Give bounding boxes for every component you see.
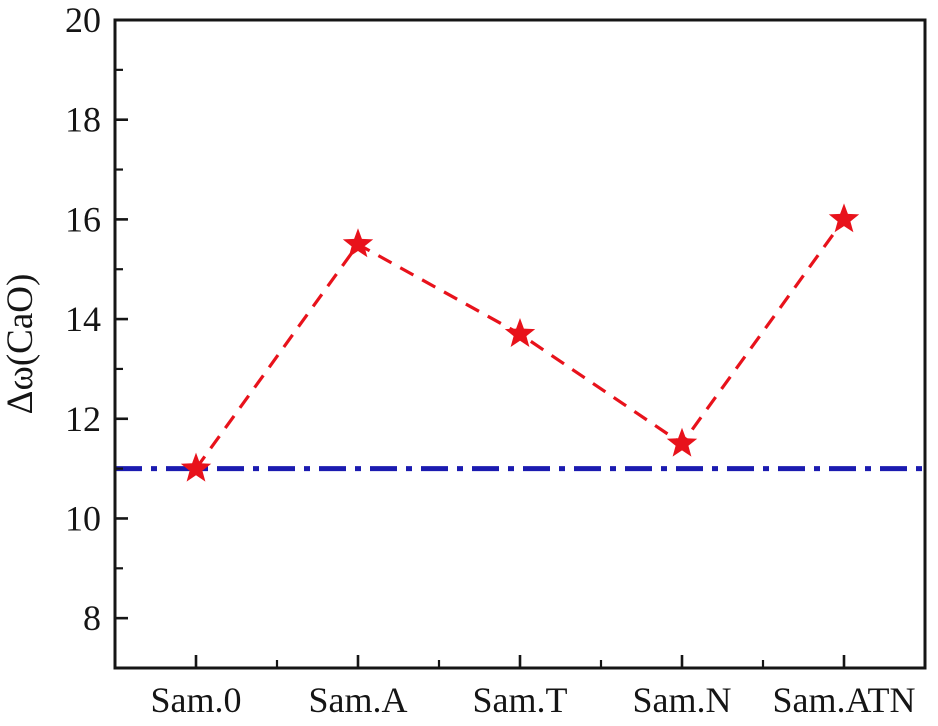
y-tick-label: 14 [65,299,101,339]
y-tick-label: 12 [65,399,101,439]
data-point-star [828,203,860,233]
x-tick-label: Sam.A [309,680,408,720]
x-tick-label: Sam.ATN [773,680,916,720]
y-tick-label: 16 [65,199,101,239]
y-tick-label: 20 [65,0,101,40]
series-line [194,218,846,470]
x-tick-label: Sam.T [473,680,568,720]
x-tick-label: Sam.0 [150,680,241,720]
y-tick-label: 18 [65,100,101,140]
data-point-star [180,452,212,482]
y-axis-label: Δω(CaO) [0,274,41,415]
data-point-star [666,427,698,457]
data-point-star [504,318,536,347]
y-tick-label: 8 [83,598,101,638]
data-point-star [342,228,374,258]
plot-frame [113,18,927,670]
y-tick-label: 10 [65,498,101,538]
x-tick-label: Sam.N [633,680,732,720]
